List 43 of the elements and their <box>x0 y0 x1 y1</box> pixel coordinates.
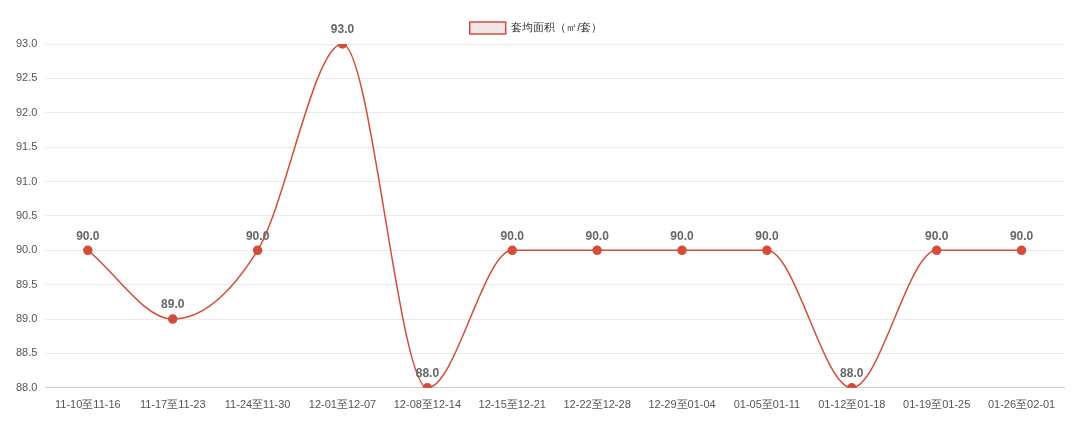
point <box>762 245 772 256</box>
x-tick-label: 12-15至12-21 <box>478 398 546 411</box>
data-label: 90.0 <box>585 228 610 243</box>
y-tick-label: 88.5 <box>15 346 38 359</box>
data-label: 89.0 <box>161 297 185 312</box>
y-tick-label: 89.0 <box>15 312 38 325</box>
point <box>677 245 687 256</box>
x-tick-label: 12-01至12-07 <box>308 398 377 411</box>
point <box>1016 245 1027 256</box>
point <box>252 245 263 256</box>
x-tick-label: 11-24至11-30 <box>224 398 291 411</box>
data-label: 90.0 <box>670 228 695 243</box>
point <box>83 245 93 256</box>
point <box>931 245 942 256</box>
x-tick-label: 11-17至11-23 <box>139 398 206 411</box>
data-label: 93.0 <box>330 22 355 37</box>
x-tick-label: 12-08至12-14 <box>393 398 462 411</box>
data-label: 90.0 <box>1009 228 1034 243</box>
point <box>507 245 518 256</box>
y-tick-label: 90.5 <box>15 208 38 221</box>
x-tick-label: 01-26至02-01 <box>987 398 1056 411</box>
x-tick-label: 01-05至01-11 <box>733 398 801 411</box>
y-tick-label: 93.0 <box>15 37 38 50</box>
y-tick-label: 90.0 <box>15 243 38 256</box>
y-tick-label: 88.0 <box>15 380 38 393</box>
x-tick-label: 11-10至11-16 <box>55 398 121 411</box>
x-tick-label: 01-12至01-18 <box>818 398 886 411</box>
x-tick-label: 12-22至12-28 <box>563 398 631 411</box>
data-label: 88.0 <box>840 366 864 381</box>
y-tick-label: 91.0 <box>15 174 38 187</box>
data-label: 90.0 <box>76 228 100 243</box>
data-label: 90.0 <box>755 228 779 243</box>
y-tick-label: 92.0 <box>15 105 38 118</box>
y-tick-label: 92.5 <box>15 71 38 84</box>
y-tick-label: 89.5 <box>15 277 38 290</box>
data-label: 90.0 <box>925 228 949 243</box>
legend-label: 套均面积（㎡/套） <box>511 21 603 34</box>
x-tick-label: 01-19至01-25 <box>903 398 971 411</box>
y-tick-label: 91.5 <box>15 140 38 153</box>
point <box>592 245 602 256</box>
x-tick-label: 12-29至01-04 <box>648 398 716 411</box>
point <box>167 314 178 324</box>
data-label: 90.0 <box>500 228 525 243</box>
